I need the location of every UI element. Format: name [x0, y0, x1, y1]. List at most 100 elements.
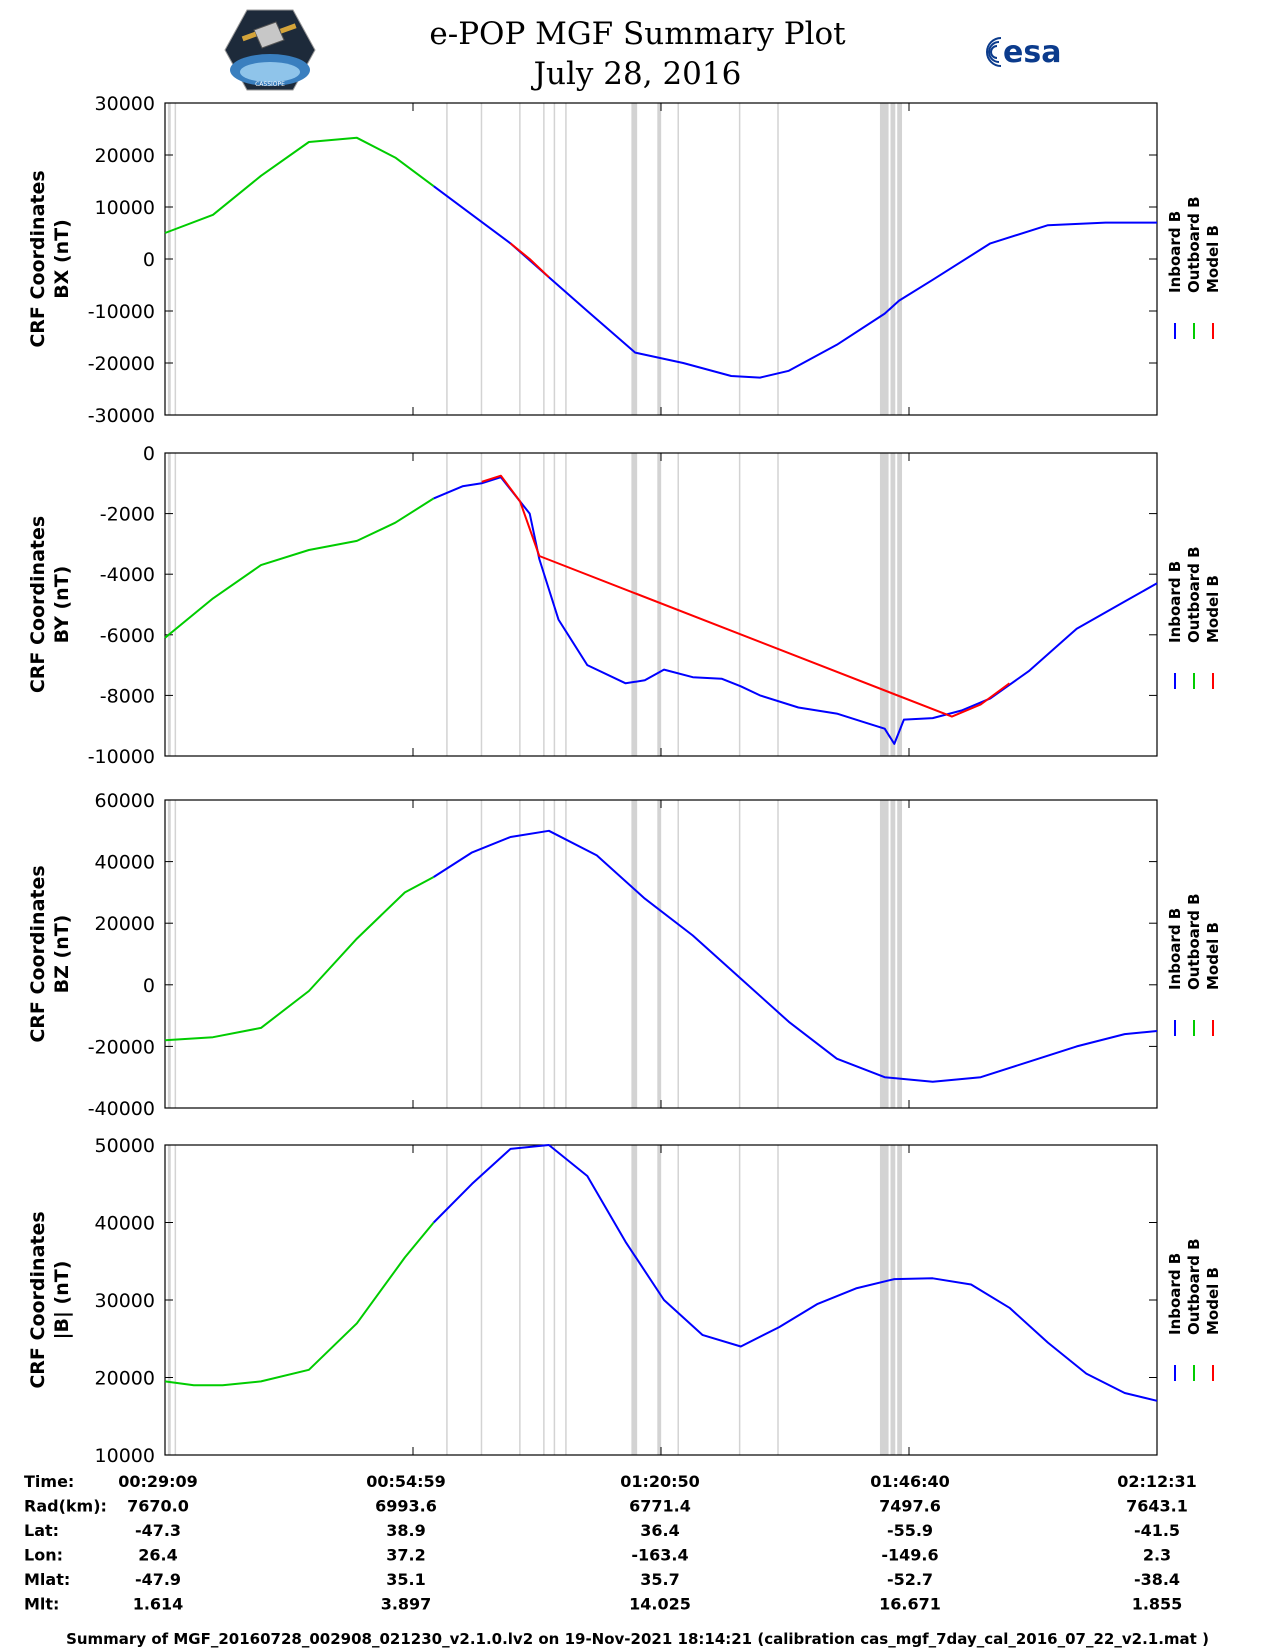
- info-cell: 36.4: [640, 1521, 679, 1540]
- series-outboard-b: [164, 876, 435, 1042]
- series-inboard-b: [433, 185, 1157, 379]
- y-tick-label: -8000: [100, 685, 155, 707]
- data-gap-band: [553, 1145, 556, 1455]
- esa-logo-text: esa: [1003, 35, 1061, 70]
- data-gap-band: [519, 800, 521, 1108]
- data-gap-band: [897, 103, 903, 415]
- legend-label: Model B: [1204, 575, 1222, 643]
- data-gap-band: [738, 800, 741, 1108]
- data-gap-band: [657, 453, 662, 756]
- data-gap-band: [519, 103, 521, 415]
- data-gap-band: [777, 1145, 779, 1455]
- data-gap-band: [480, 453, 483, 756]
- data-gap-band: [777, 800, 779, 1108]
- data-gap-band: [174, 453, 177, 756]
- data-gap-band: [738, 1145, 741, 1455]
- y-tick-label: 20000: [95, 145, 155, 167]
- y-axis-label-line1: CRF Coordinates: [27, 865, 49, 1042]
- data-gap-band: [519, 1145, 521, 1455]
- cassiope-logo: CASSIOPE: [224, 9, 316, 91]
- series-outboard-b: [164, 1221, 435, 1387]
- y-tick-label: 10000: [95, 1445, 155, 1467]
- data-gap-band: [879, 1145, 889, 1455]
- y-tick-label: 40000: [95, 1213, 155, 1235]
- legend-label: Inboard B: [1166, 908, 1184, 990]
- info-cell: 38.9: [386, 1521, 425, 1540]
- info-cell: -52.7: [887, 1570, 933, 1589]
- series-outboard-b: [164, 136, 435, 234]
- legend-label: Outboard B: [1185, 196, 1203, 293]
- y-axis-label: CRF Coordinates BZ (nT): [27, 865, 73, 1042]
- data-gap-band: [897, 1145, 903, 1455]
- data-gap-band: [677, 453, 679, 756]
- info-row-label: Lon:: [24, 1546, 63, 1565]
- info-cell: 16.671: [879, 1595, 941, 1614]
- info-cell: 7670.0: [127, 1497, 189, 1516]
- data-gap-band: [446, 453, 448, 756]
- info-cell: -149.6: [881, 1546, 938, 1565]
- y-tick-label: 0: [143, 443, 155, 465]
- legend-label: Model B: [1204, 225, 1222, 293]
- data-gap-band: [480, 103, 483, 415]
- data-gap-band: [543, 103, 545, 415]
- y-tick-label: -10000: [88, 301, 155, 323]
- y-tick-label: -30000: [88, 405, 155, 427]
- y-tick-label: 0: [143, 249, 155, 271]
- data-gap-band: [174, 1145, 177, 1455]
- legend-label: Inboard B: [1166, 561, 1184, 643]
- data-gap-band: [553, 800, 556, 1108]
- info-cell: 6993.6: [375, 1497, 437, 1516]
- series-inboard-b: [433, 476, 1158, 745]
- data-gap-band: [480, 800, 483, 1108]
- data-gap-band: [777, 453, 779, 756]
- data-gap-band: [480, 1145, 483, 1455]
- y-tick-label: 40000: [95, 852, 155, 874]
- y-tick-label: -6000: [100, 625, 155, 647]
- y-tick-label: 10000: [95, 197, 155, 219]
- info-cell: 2.3: [1143, 1546, 1171, 1565]
- info-row-label: Lat:: [24, 1521, 59, 1540]
- title-line-1: e-POP MGF Summary Plot: [429, 16, 846, 52]
- y-axis-label-line2: |B| (nT): [51, 1261, 73, 1340]
- y-axis-label: CRF Coordinates BY (nT): [27, 516, 73, 693]
- data-gap-band: [890, 800, 896, 1108]
- data-gap-band: [174, 800, 177, 1108]
- data-gap-band: [890, 1145, 896, 1455]
- data-gap-band: [174, 103, 177, 415]
- data-gap-band: [565, 453, 567, 756]
- y-tick-label: 30000: [95, 1290, 155, 1312]
- y-axis-label: CRF Coordinates |B| (nT): [27, 1211, 73, 1388]
- data-gap-band: [446, 1145, 448, 1455]
- info-cell: 35.1: [386, 1570, 425, 1589]
- legend-label: Outboard B: [1185, 893, 1203, 990]
- info-cell: 26.4: [138, 1546, 177, 1565]
- legend-label: Inboard B: [1166, 1253, 1184, 1335]
- data-gap-band: [738, 453, 741, 756]
- info-cell: -47.3: [135, 1521, 181, 1540]
- data-gap-band: [677, 103, 679, 415]
- info-row-label: Rad(km):: [24, 1497, 107, 1516]
- y-tick-label: -2000: [100, 504, 155, 526]
- series-model-b: [509, 242, 550, 278]
- data-gap-band: [565, 1145, 567, 1455]
- legend-label: Outboard B: [1185, 546, 1203, 643]
- data-gap-band: [519, 453, 521, 756]
- x-tick-time-label: 01:20:50: [620, 1472, 700, 1491]
- data-gap-band: [553, 103, 556, 415]
- data-gap-band: [543, 800, 545, 1108]
- y-axis-label-line1: CRF Coordinates: [27, 1211, 49, 1388]
- x-tick-time-label: 00:54:59: [366, 1472, 446, 1491]
- panel-4: 10000 20000 30000 40000 50000 CRF Coordinates…: [27, 1135, 1222, 1467]
- y-axis-label: CRF Coordinates BX (nT): [27, 170, 73, 347]
- panel-1: -30000 -20000 -10000 0 10000 20000 30000 CRF Co…: [27, 93, 1222, 427]
- data-gap-band: [565, 800, 567, 1108]
- y-axis-label-line2: BY (nT): [51, 566, 73, 644]
- info-cell: 14.025: [629, 1595, 691, 1614]
- data-gap-band: [631, 800, 638, 1108]
- data-gap-band: [677, 1145, 679, 1455]
- info-cell: 1.855: [1132, 1595, 1183, 1614]
- data-gap-band: [565, 103, 567, 415]
- data-gap-band: [657, 800, 662, 1108]
- legend-label: Model B: [1204, 922, 1222, 990]
